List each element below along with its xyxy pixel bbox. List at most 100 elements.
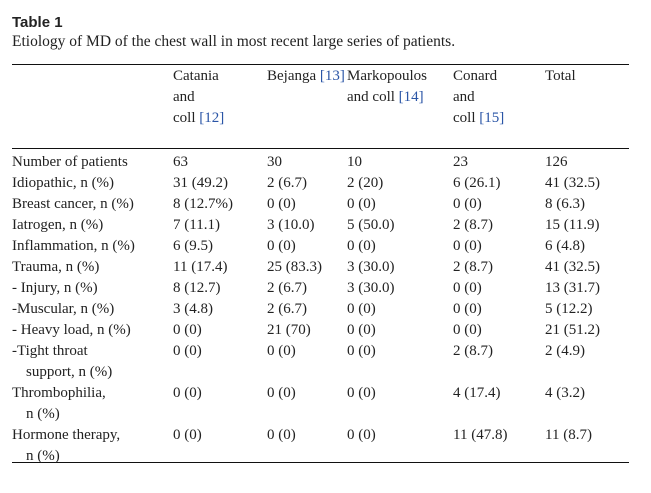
table-cell: 0 (0) (453, 238, 482, 254)
row-label-line: n (%) (12, 446, 173, 467)
table-cell: 3 (10.0) (267, 217, 315, 233)
row-label: Thrombophilia, n (%) (12, 383, 173, 425)
table-cell: 6 (9.5) (173, 238, 213, 254)
table-cell: 0 (0) (173, 385, 202, 401)
table-cell: 0 (0) (453, 280, 482, 296)
header-text: Total (545, 68, 576, 84)
row-label: Breast cancer, n (%) (12, 194, 173, 215)
header-line: Markopoulos (347, 66, 453, 87)
row-label-text: n (%) (26, 448, 60, 464)
header-line: Conard (453, 66, 545, 87)
table-cell: 0 (0) (267, 385, 296, 401)
header-line: and coll [14] (347, 87, 453, 108)
table-cell: 2 (8.7) (453, 259, 493, 275)
table-cell: 0 (0) (347, 301, 376, 317)
row-label: - Heavy load, n (%) (12, 320, 173, 341)
header-rule (12, 148, 629, 149)
header-text: and (453, 89, 475, 105)
row-label-line: Breast cancer, n (%) (12, 194, 173, 215)
row-label-line: n (%) (12, 404, 173, 425)
row-label-line: Trauma, n (%) (12, 257, 173, 278)
table-cell: 0 (0) (173, 343, 202, 359)
table-cell: 0 (0) (347, 322, 376, 338)
table-cell: 3 (30.0) (347, 259, 395, 275)
table-row: - Injury, n (%) 8 (12.7) 2 (6.7) 3 (30.0) 0 … (12, 278, 629, 299)
table-cell: 25 (83.3) (267, 259, 322, 275)
row-label-line: -Tight throat (12, 341, 173, 362)
header-line: and (173, 87, 267, 108)
row-label-line: -Muscular, n (%) (12, 299, 173, 320)
header-line: Catania (173, 66, 267, 87)
row-label-line: Idiopathic, n (%) (12, 173, 173, 194)
table-cell: 5 (12.2) (545, 301, 593, 317)
table-caption: Etiology of MD of the chest wall in most… (12, 33, 456, 50)
table-cell: 0 (0) (347, 238, 376, 254)
table-cell: 10 (347, 154, 362, 170)
row-label: Number of patients (12, 142, 173, 173)
row-label: Inflammation, n (%) (12, 236, 173, 257)
header-row: Catania and coll [12] Bejanga [13] Markopoul… (12, 66, 629, 142)
table-row: -Tight throat support, n (%) 0 (0) 0 (0) 0 (… (12, 341, 629, 383)
table-cell: 2 (6.7) (267, 301, 307, 317)
table-body: Number of patients 63 30 10 23 126 Idiopathic,… (12, 142, 629, 467)
table-row: Trauma, n (%) 11 (17.4) 25 (83.3) 3 (30.0) 2… (12, 257, 629, 278)
table-cell: 0 (0) (347, 196, 376, 212)
table-row: -Muscular, n (%) 3 (4.8) 2 (6.7) 0 (0) 0 (0)… (12, 299, 629, 320)
row-label-text: Trauma, n (%) (12, 259, 100, 275)
header-text: and coll (347, 89, 395, 105)
reference-link[interactable]: [15] (479, 110, 505, 126)
row-label-text: Breast cancer, n (%) (12, 196, 134, 212)
header-text: coll (453, 110, 476, 126)
table-cell: 23 (453, 154, 468, 170)
table-row: Hormone therapy, n (%) 0 (0) 0 (0) 0 (0) 11 (… (12, 425, 629, 467)
table-cell: 2 (20) (347, 175, 384, 191)
table-cell: 21 (70) (267, 322, 311, 338)
header-line: coll [12] (173, 108, 267, 129)
table-cell: 8 (12.7) (173, 280, 221, 296)
row-label-text: Thrombophilia, (12, 385, 106, 401)
table-cell: 11 (17.4) (173, 259, 228, 275)
table-cell: 15 (11.9) (545, 217, 600, 233)
row-label-line: - Injury, n (%) (12, 278, 173, 299)
table-cell: 21 (51.2) (545, 322, 600, 338)
table-cell: 41 (32.5) (545, 259, 600, 275)
row-label-line: Thrombophilia, (12, 383, 173, 404)
row-label-text: - Injury, n (%) (12, 280, 98, 296)
table-cell: 2 (8.7) (453, 343, 493, 359)
table-cell: 0 (0) (453, 301, 482, 317)
row-label: Idiopathic, n (%) (12, 173, 173, 194)
reference-link[interactable]: [12] (199, 110, 225, 126)
table-row: Thrombophilia, n (%) 0 (0) 0 (0) 0 (0) 4 (17.… (12, 383, 629, 425)
header-bejanga: Bejanga [13] (267, 66, 347, 142)
header-markopoulos: Markopoulos and coll [14] (347, 66, 453, 142)
header-line: Total (545, 66, 629, 87)
table-container: Table 1 Etiology of MD of the chest wall… (12, 14, 629, 464)
header-catania: Catania and coll [12] (173, 66, 267, 142)
reference-link[interactable]: [14] (398, 89, 424, 105)
row-label-text: Number of patients (12, 154, 128, 170)
row-label-line: support, n (%) (12, 362, 173, 383)
table-row: Iatrogen, n (%) 7 (11.1) 3 (10.0) 5 (50.0) 2… (12, 215, 629, 236)
row-label-line: Hormone therapy, (12, 425, 173, 446)
row-label-line: Iatrogen, n (%) (12, 215, 173, 236)
table-cell: 11 (47.8) (453, 427, 508, 443)
table-cell: 126 (545, 154, 568, 170)
table-label: Table 1 (12, 14, 63, 31)
row-label-text: support, n (%) (26, 364, 113, 380)
table-row: Number of patients 63 30 10 23 126 (12, 142, 629, 173)
reference-link[interactable]: [13] (319, 68, 345, 84)
row-label-line: Number of patients (12, 152, 173, 173)
table-cell: 11 (8.7) (545, 427, 592, 443)
header-conard: Conard and coll [15] (453, 66, 545, 142)
header-total: Total (545, 66, 629, 142)
table-cell: 0 (0) (267, 343, 296, 359)
bottom-rule (12, 462, 629, 463)
row-label-text: - Heavy load, n (%) (12, 322, 131, 338)
row-label-text: Inflammation, n (%) (12, 238, 135, 254)
table-cell: 41 (32.5) (545, 175, 600, 191)
table-cell: 0 (0) (267, 427, 296, 443)
header-text: Conard (453, 68, 498, 84)
row-label-text: Hormone therapy, (12, 427, 121, 443)
table-cell: 2 (6.7) (267, 175, 307, 191)
table-cell: 6 (26.1) (453, 175, 501, 191)
